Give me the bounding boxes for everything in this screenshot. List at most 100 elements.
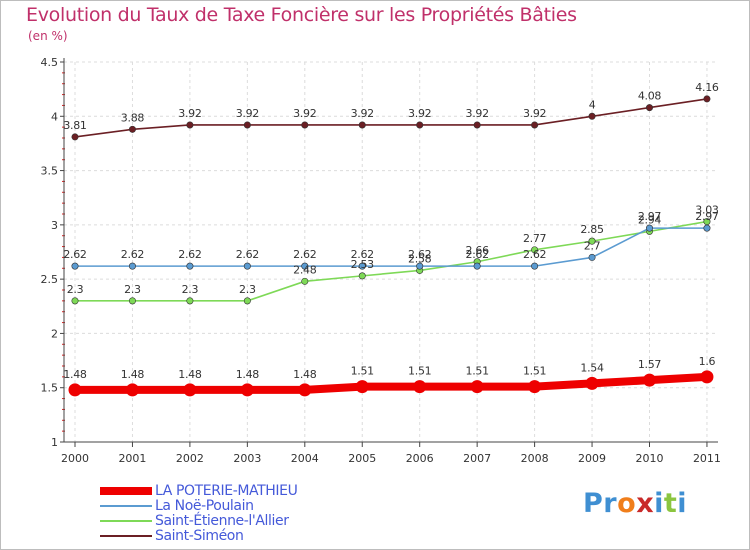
legend-label-saint-etienne-l-allier: Saint-Étienne-l'Allier [155,513,289,529]
data-label-saint-simeon-2007: 3.92 [466,107,489,120]
data-label-saint-etienne-l-allier-2010: 2.94 [638,213,662,226]
data-point-saint-etienne-l-allier-2004 [301,277,309,285]
proxiti-logo-letter: i [677,488,688,519]
data-label-la-noe-poulain-2000: 2.62 [63,248,86,261]
data-label-saint-etienne-l-allier-2004: 2.48 [293,263,317,276]
legend-label-la-poterie-mathieu: LA POTERIE-MATHIEU [155,483,298,499]
data-label-la-poterie-mathieu-2011: 1.6 [699,355,716,368]
legend-swatch-saint-simeon [100,535,152,537]
data-label-saint-etienne-l-allier-2007: 2.66 [466,244,490,257]
data-label-saint-simeon-2003: 3.92 [236,107,259,120]
data-label-saint-etienne-l-allier-2000: 2.3 [67,283,84,296]
legend-label-la-noe-poulain: La Noë-Poulain [155,498,254,514]
proxiti-logo-letter: i [654,488,664,519]
data-point-la-noe-poulain-2001 [128,262,136,270]
x-tick-label-2011: 2011 [693,452,721,465]
data-label-saint-simeon-2001: 3.88 [121,111,145,124]
data-point-la-noe-poulain-2000 [71,262,79,270]
series-line-saint-etienne-l-allier [74,220,708,302]
data-label-la-noe-poulain-2001: 2.62 [121,248,144,261]
x-tick-label-2008: 2008 [521,452,549,465]
data-point-la-poterie-mathieu-2011 [700,370,714,384]
proxiti-logo-letter: x [636,488,655,519]
data-point-la-poterie-mathieu-2002 [183,383,197,397]
data-point-la-noe-poulain-2010 [645,224,653,232]
chart-title: Evolution du Taux de Taxe Foncière sur l… [26,4,577,26]
y-tick-label-1: 1.5 [41,382,59,395]
series-line-la-poterie-mathieu [71,372,711,394]
data-label-saint-etienne-l-allier-2009: 2.85 [580,223,604,236]
x-tick-label-2005: 2005 [348,452,376,465]
data-point-la-noe-poulain-2002 [186,262,194,270]
data-label-saint-etienne-l-allier-2002: 2.3 [182,283,199,296]
proxiti-logo-letter: P [583,488,604,519]
x-tick-label-2002: 2002 [176,452,204,465]
data-label-la-poterie-mathieu-2000: 1.48 [63,368,87,381]
data-point-saint-simeon-2011 [703,95,711,103]
legend-label-saint-simeon: Saint-Siméon [155,528,244,544]
series-line-la-noe-poulain [74,227,708,267]
data-label-la-noe-poulain-2006: 2.62 [408,248,431,261]
x-tick-label-2007: 2007 [463,452,491,465]
legend-swatch-la-poterie-mathieu [100,487,152,495]
data-point-la-noe-poulain-2005 [358,262,366,270]
y-tick-label-3: 2.5 [41,273,59,286]
data-point-saint-simeon-2000 [71,133,79,141]
data-point-saint-simeon-2004 [301,121,309,129]
data-label-saint-simeon-2002: 3.92 [178,107,201,120]
legend-swatch-la-noe-poulain [100,505,152,507]
data-point-saint-etienne-l-allier-2008 [531,246,539,254]
data-point-saint-etienne-l-allier-2001 [128,297,136,305]
data-label-la-poterie-mathieu-2002: 1.48 [178,368,202,381]
data-point-la-poterie-mathieu-2004 [298,383,312,397]
data-label-saint-simeon-2011: 4.16 [695,81,719,94]
data-label-saint-etienne-l-allier-2003: 2.3 [239,283,256,296]
series-line-saint-simeon [74,98,708,138]
data-point-saint-simeon-2007 [473,121,481,129]
data-label-la-poterie-mathieu-2005: 1.51 [351,365,374,378]
data-point-saint-simeon-2006 [416,121,424,129]
data-label-saint-simeon-2005: 3.92 [351,107,374,120]
data-point-la-poterie-mathieu-2000 [68,383,82,397]
proxiti-logo: Proxiti [583,488,687,519]
data-point-saint-etienne-l-allier-2003 [243,297,251,305]
data-label-la-noe-poulain-2003: 2.62 [236,248,259,261]
data-point-saint-simeon-2002 [186,121,194,129]
data-point-saint-etienne-l-allier-2002 [186,297,194,305]
data-label-saint-simeon-2006: 3.92 [408,107,431,120]
data-point-la-poterie-mathieu-2001 [125,383,139,397]
data-point-saint-simeon-2008 [531,121,539,129]
y-tick-label-4: 3 [51,219,58,232]
x-tick-label-2000: 2000 [61,452,89,465]
data-label-saint-etienne-l-allier-2008: 2.77 [523,232,547,245]
y-tick-label-7: 4.5 [41,56,59,69]
data-label-la-noe-poulain-2007: 2.62 [466,248,489,261]
data-label-saint-simeon-2000: 3.81 [63,119,86,132]
data-label-la-noe-poulain-2009: 2.7 [584,239,601,252]
data-label-saint-simeon-2008: 3.92 [523,107,546,120]
data-point-la-noe-poulain-2009 [588,253,596,261]
data-point-saint-simeon-2001 [128,125,136,133]
data-label-saint-simeon-2010: 4.08 [638,90,662,103]
data-point-la-poterie-mathieu-2006 [413,380,427,394]
data-label-saint-etienne-l-allier-2006: 2.58 [408,252,432,265]
data-point-la-poterie-mathieu-2003 [240,383,254,397]
data-point-la-poterie-mathieu-2005 [355,380,369,394]
data-point-saint-etienne-l-allier-2000 [71,297,79,305]
data-point-saint-etienne-l-allier-2005 [358,272,366,280]
legend-swatch-saint-etienne-l-allier [100,520,152,522]
x-tick-label-2009: 2009 [578,452,606,465]
data-label-la-noe-poulain-2005: 2.62 [351,248,374,261]
x-tick-label-2003: 2003 [233,452,261,465]
data-label-la-noe-poulain-2008: 2.62 [523,248,546,261]
data-label-la-poterie-mathieu-2004: 1.48 [293,368,317,381]
data-point-la-poterie-mathieu-2007 [470,380,484,394]
x-tick-label-2004: 2004 [291,452,319,465]
proxiti-logo-letter: o [617,488,637,519]
data-label-la-poterie-mathieu-2008: 1.51 [523,365,546,378]
data-label-la-noe-poulain-2010: 2.97 [638,210,662,223]
data-point-saint-simeon-2003 [243,121,251,129]
data-label-saint-etienne-l-allier-2005: 2.53 [351,258,375,271]
